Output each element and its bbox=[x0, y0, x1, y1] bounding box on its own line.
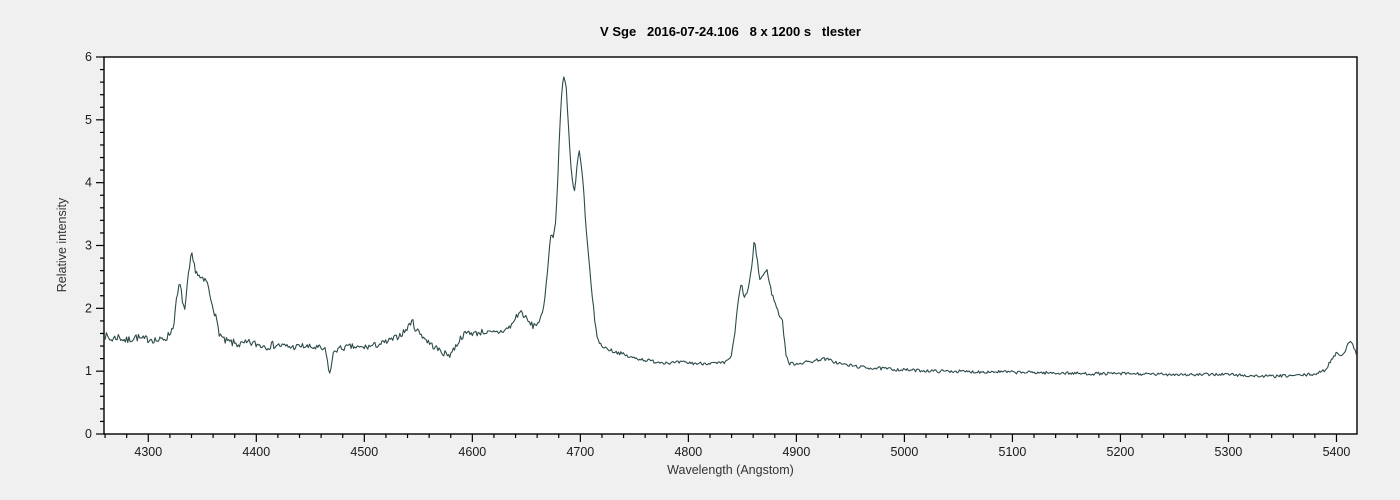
y-tick-label: 2 bbox=[85, 301, 92, 315]
y-tick-label: 3 bbox=[85, 239, 92, 253]
x-tick-label: 4900 bbox=[782, 445, 810, 459]
y-tick-label: 1 bbox=[85, 364, 92, 378]
chart-title: V Sge 2016-07-24.106 8 x 1200 s tlester bbox=[600, 24, 861, 39]
y-tick-label: 6 bbox=[85, 50, 92, 64]
x-tick-label: 5300 bbox=[1215, 445, 1243, 459]
x-tick-label: 5000 bbox=[891, 445, 919, 459]
x-tick-label: 4700 bbox=[566, 445, 594, 459]
x-tick-label: 4600 bbox=[458, 445, 486, 459]
x-tick-label: 5400 bbox=[1323, 445, 1351, 459]
y-tick-label: 0 bbox=[85, 427, 92, 441]
x-tick-label: 5200 bbox=[1107, 445, 1135, 459]
y-tick-label: 5 bbox=[85, 113, 92, 127]
x-tick-label: 4800 bbox=[674, 445, 702, 459]
spectrum-line bbox=[103, 76, 1357, 379]
x-tick-label: 4300 bbox=[134, 445, 162, 459]
x-tick-label: 4400 bbox=[242, 445, 270, 459]
x-axis-title: Wavelength (Angstom) bbox=[667, 463, 794, 477]
axis-ticks bbox=[96, 56, 1338, 442]
x-tick-label: 5100 bbox=[999, 445, 1027, 459]
x-tick-label: 4500 bbox=[350, 445, 378, 459]
y-tick-label: 4 bbox=[85, 176, 92, 190]
plot-frame bbox=[103, 56, 1358, 435]
tick-labels: 0 1 2 3 4 5 6 4300 4400 4500 4600 4700 4800 4900 5000 5… bbox=[85, 50, 1350, 459]
